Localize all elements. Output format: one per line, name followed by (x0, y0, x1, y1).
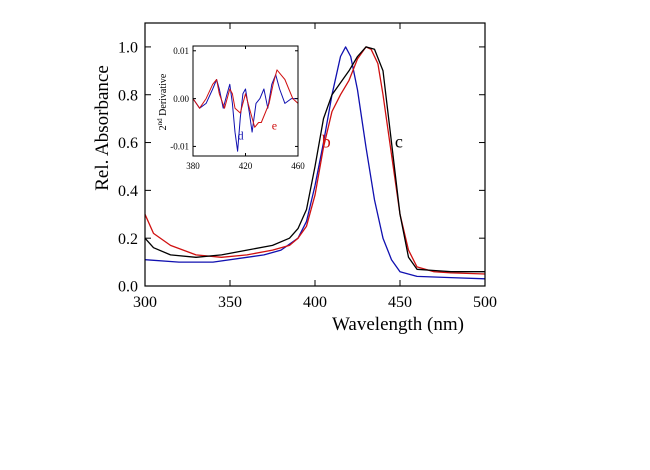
main-y-tick-label: 0.0 (118, 279, 138, 296)
inset-chart-lines (192, 69, 299, 152)
inset-background (193, 46, 298, 156)
main-y-tick-label: 1.0 (118, 40, 138, 57)
inset-series-labels: de (238, 119, 277, 143)
inset-ylabel-superscript: nd (156, 118, 164, 126)
main-x-tick-label: 350 (218, 294, 242, 311)
main-ticks: 300 350 400 450 500 0.0 0.2 0.4 0.6 0.8 1.0 (118, 23, 497, 311)
inset-series-label-e: e (272, 119, 277, 133)
main-x-tick-label: 400 (303, 294, 327, 311)
inset-x-tick-label: 380 (186, 161, 200, 171)
main-x-axis-title: Wavelength (nm) (332, 314, 464, 335)
main-x-tick-label: 450 (388, 294, 412, 311)
main-y-tick-label: 0.2 (118, 231, 138, 248)
inset-series-e-line (192, 69, 299, 128)
inset-y-tick-label: 0.01 (173, 46, 189, 56)
inset-series-label-d: d (238, 128, 244, 142)
main-series-a-line (144, 46, 486, 280)
inset-ylabel-number: 2 (158, 125, 169, 130)
inset-ylabel-word: Derivative (158, 73, 169, 118)
inset-y-axis-title: 2nd Derivative (156, 73, 169, 130)
inset-x-tick-label: 460 (291, 161, 305, 171)
inset-x-tick-label: 420 (239, 161, 253, 171)
main-series-label-c: c (395, 131, 403, 151)
main-x-tick-label: 300 (133, 294, 157, 311)
inset-ticks: 380 420 460 0.01 0.00 -0.01 (170, 46, 305, 171)
main-x-tick-label: 500 (473, 294, 497, 311)
main-y-tick-label: 0.8 (118, 87, 138, 104)
main-y-tick-label: 0.6 (118, 135, 138, 152)
main-series-c-line (144, 46, 485, 273)
inset-y-tick-label: -0.01 (170, 142, 189, 152)
main-chart-lines (144, 46, 486, 280)
main-series-b-line (144, 46, 486, 275)
main-series-label-b: b (322, 131, 331, 151)
main-y-axis-title: Rel. Absorbance (92, 65, 113, 191)
main-y-tick-label: 0.4 (118, 183, 138, 200)
inset-y-tick-label: 0.00 (173, 94, 189, 104)
